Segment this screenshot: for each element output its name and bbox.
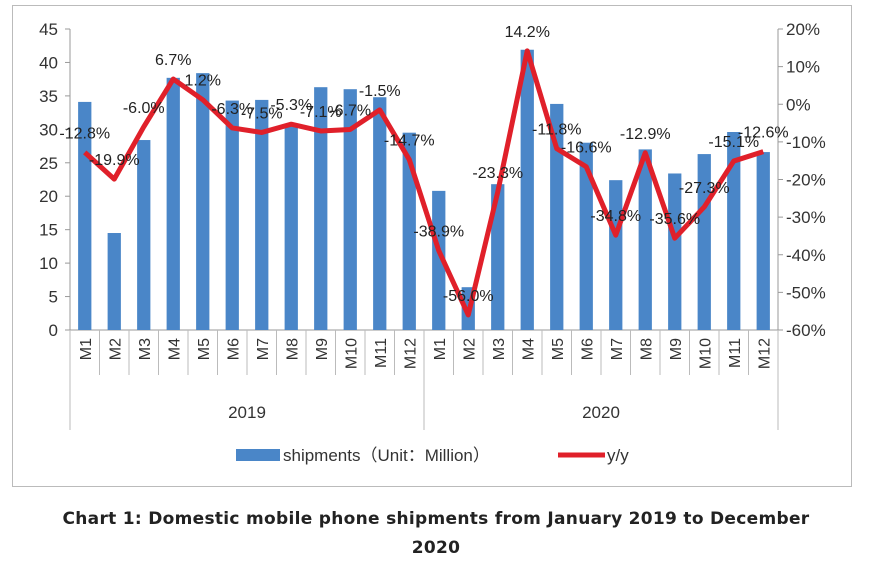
category-label: M9 [668, 338, 685, 360]
left-tick-label: 40 [39, 53, 58, 72]
left-tick-label: 10 [39, 254, 58, 273]
left-tick-label: 45 [39, 20, 58, 39]
year-label: 2020 [582, 403, 620, 422]
left-tick-label: 15 [39, 221, 58, 240]
category-label: M11 [727, 338, 744, 368]
bar [520, 49, 534, 330]
category-label: M1 [432, 338, 449, 360]
data-label: -12.9% [620, 126, 671, 143]
category-label: M5 [550, 338, 567, 360]
category-label: M7 [609, 338, 626, 360]
data-label: -5.3% [270, 97, 312, 114]
category-label: M7 [255, 338, 272, 360]
bar [491, 184, 505, 330]
bar [550, 103, 564, 330]
category-label: M3 [491, 338, 508, 360]
category-label: M2 [107, 338, 124, 360]
data-label: -56.0% [443, 288, 494, 305]
category-label: M8 [638, 338, 655, 360]
category-label: M4 [166, 338, 183, 360]
data-label: -6.0% [123, 100, 165, 117]
category-label: M5 [196, 338, 213, 360]
left-tick-label: 25 [39, 154, 58, 173]
category-label: M8 [284, 338, 301, 360]
legend-line-label: y/y [607, 446, 629, 465]
bar [78, 101, 92, 330]
bar [166, 77, 180, 330]
bar [402, 132, 416, 330]
bar [137, 140, 151, 330]
left-tick-label: 5 [49, 288, 58, 307]
right-tick-label: -40% [786, 246, 826, 265]
right-tick-label: 0% [786, 95, 811, 114]
data-label: -15.1% [708, 134, 759, 151]
legend-bar-swatch [236, 449, 280, 461]
right-tick-label: -20% [786, 171, 826, 190]
data-label: -12.8% [59, 125, 110, 142]
category-label: M12 [756, 338, 773, 369]
data-label: 1.2% [185, 73, 221, 90]
bar [107, 233, 121, 330]
category-label: M3 [137, 338, 154, 360]
bar [638, 149, 652, 330]
data-label: -12.6% [738, 125, 789, 142]
bar [579, 142, 593, 330]
bar [225, 100, 239, 331]
data-label: -7.5% [241, 105, 283, 122]
bar [343, 89, 357, 330]
data-label: -6.7% [329, 102, 371, 119]
category-label: M6 [225, 338, 242, 360]
data-label: -19.9% [89, 152, 140, 169]
category-label: M4 [520, 338, 537, 360]
chart: 0 5 10 15 20 25 30 35 40 45 -60% -50% -40% -30% -20% -1… [39, 20, 826, 465]
data-label: -35.6% [649, 211, 700, 228]
bar [432, 190, 446, 330]
category-label: M9 [314, 338, 331, 360]
right-tick-label: -30% [786, 208, 826, 227]
right-tick-label: -10% [786, 133, 826, 152]
left-tick-label: 30 [39, 120, 58, 139]
bar [609, 180, 623, 330]
chart-caption-line-1: Chart 1: Domestic mobile phone shipments… [62, 509, 810, 529]
data-label: -6.3% [211, 101, 253, 118]
data-label: -27.3% [679, 180, 730, 197]
bar [373, 97, 387, 330]
right-tick-label: -60% [786, 321, 826, 340]
data-label: -14.7% [384, 133, 435, 150]
category-label: M6 [579, 338, 596, 360]
left-tick-label: 35 [39, 87, 58, 106]
legend-bar-label: shipments（Unit：Million） [283, 446, 490, 465]
bar [727, 132, 741, 330]
data-label: -23.3% [472, 165, 523, 182]
data-label: -16.6% [561, 140, 612, 157]
year-label: 2019 [228, 403, 266, 422]
category-label: M10 [697, 338, 714, 369]
category-label: M12 [402, 338, 419, 369]
data-label: -11.8% [532, 122, 582, 139]
right-tick-label: -50% [786, 283, 826, 302]
data-label: -1.5% [359, 83, 401, 100]
left-tick-label: 20 [39, 187, 58, 206]
data-label: -34.8% [590, 208, 641, 225]
data-label: -38.9% [413, 224, 464, 241]
bar [255, 99, 269, 330]
category-label: M1 [78, 338, 95, 360]
bar [284, 123, 298, 330]
bar [196, 73, 210, 330]
data-label: 14.2% [505, 24, 550, 41]
data-label: -7.1% [300, 104, 342, 121]
category-label: M11 [373, 338, 390, 368]
category-label: M10 [343, 338, 360, 369]
chart-caption-line-2: 2020 [411, 538, 461, 558]
yy-line [83, 48, 765, 318]
right-tick-label: 20% [786, 20, 820, 39]
right-tick-label: 10% [786, 58, 820, 77]
data-label: 6.7% [155, 52, 191, 69]
bar [756, 152, 770, 330]
left-tick-label: 0 [49, 321, 58, 340]
bar [314, 87, 328, 331]
bar [668, 173, 682, 330]
category-label: M2 [461, 338, 478, 360]
chart-frame [12, 5, 852, 487]
